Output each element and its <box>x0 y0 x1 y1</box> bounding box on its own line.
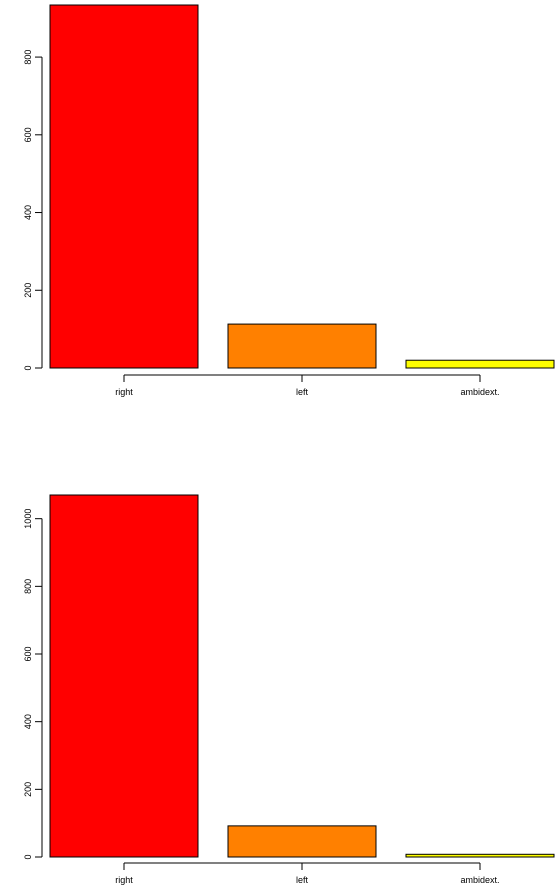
y-tick-label: 0 <box>23 365 33 370</box>
bar-ambidext <box>405 853 555 858</box>
y-tick-label: 0 <box>23 854 33 859</box>
x-tick-label: left <box>296 875 309 885</box>
bar-right <box>49 4 199 369</box>
bar-left <box>227 825 377 858</box>
x-tick-label: left <box>296 387 309 397</box>
bar-right <box>49 494 199 858</box>
bar-left <box>227 323 377 369</box>
x-tick-label: right <box>115 387 133 397</box>
y-tick-label: 800 <box>23 579 33 594</box>
y-tick-label: 600 <box>23 646 33 661</box>
bar-ambidext <box>405 359 555 369</box>
y-tick-label: 400 <box>23 205 33 220</box>
bar-chart-bottom: 0 200 400 600 800 1000 right left ambidext. <box>23 494 555 885</box>
y-tick-label: 400 <box>23 714 33 729</box>
y-tick-label: 800 <box>23 50 33 65</box>
bar-chart-top: 0 200 400 600 800 right left ambidext. <box>23 4 555 397</box>
y-tick-label: 200 <box>23 283 33 298</box>
y-tick-label: 600 <box>23 127 33 142</box>
x-tick-label: ambidext. <box>460 875 499 885</box>
y-tick-label: 200 <box>23 782 33 797</box>
x-tick-label: ambidext. <box>460 387 499 397</box>
y-tick-label: 1000 <box>23 509 33 529</box>
x-tick-label: right <box>115 875 133 885</box>
